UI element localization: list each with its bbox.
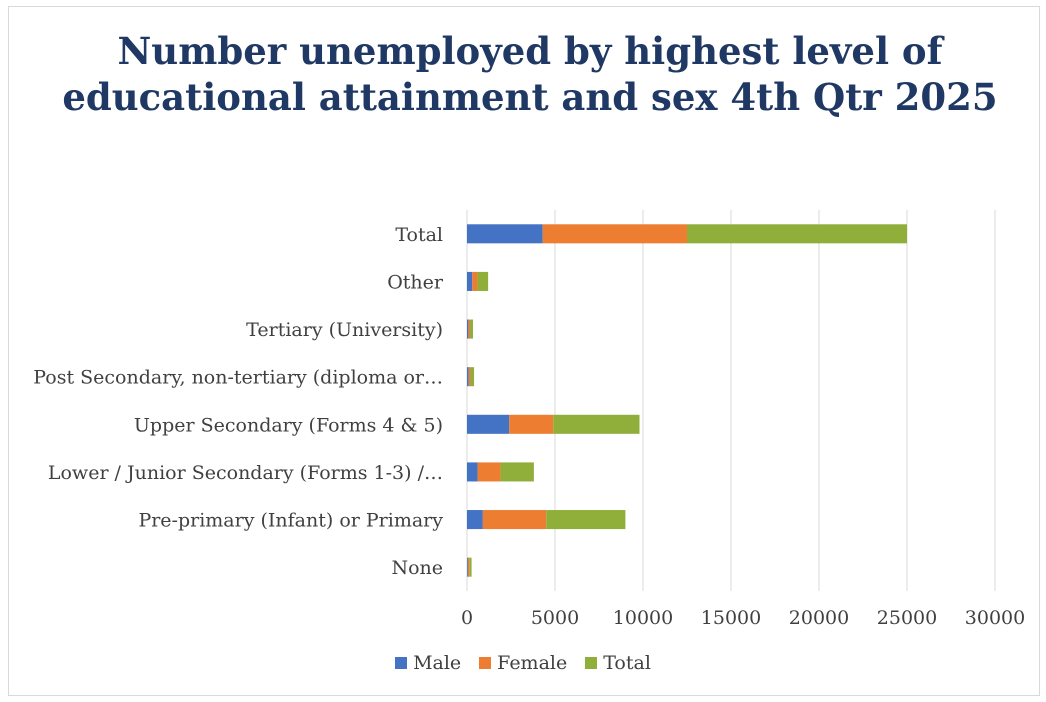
bar-total-5	[469, 319, 473, 339]
bar-total-6	[477, 271, 489, 291]
legend-swatch-male	[395, 657, 408, 669]
bar-male-2	[467, 462, 478, 482]
bar-male-7	[467, 224, 543, 244]
bar-female-0	[467, 557, 470, 577]
legend-label-male: Male	[413, 652, 462, 674]
bar-male-5	[467, 319, 469, 339]
bar-male-4	[467, 367, 469, 387]
x-tick-label-4: 20000	[789, 607, 849, 629]
bar-male-3	[467, 414, 510, 434]
bar-male-0	[467, 557, 468, 577]
category-label-6: Other	[387, 271, 444, 293]
category-label-1: Pre-primary (Infant) or Primary	[138, 510, 443, 532]
x-tick-label-3: 15000	[701, 607, 761, 629]
bar-total-2	[500, 462, 534, 482]
x-tick-label-0: 0	[461, 607, 473, 629]
category-label-5: Tertiary (University)	[246, 319, 443, 341]
bar-female-4	[468, 367, 471, 387]
bar-female-3	[509, 414, 554, 434]
legend-swatch-female	[479, 657, 492, 669]
legend-item-male: Male	[395, 652, 461, 674]
bar-total-0	[469, 557, 472, 577]
bar-total-3	[553, 414, 640, 434]
legend-label-total: Total	[603, 652, 651, 674]
bar-female-6	[472, 271, 478, 291]
x-tick-label-1: 5000	[531, 607, 579, 629]
chart-title: Number unemployed by highest level of ed…	[62, 29, 998, 119]
bar-total-7	[687, 224, 907, 244]
category-label-3: Upper Secondary (Forms 4 & 5)	[134, 414, 443, 436]
bar-female-5	[468, 319, 470, 339]
bar-male-1	[467, 510, 483, 530]
category-label-7: Total	[395, 224, 443, 246]
bar-total-4	[470, 367, 475, 387]
legend-item-female: Female	[479, 652, 567, 674]
bar-male-6	[467, 271, 473, 291]
x-tick-label-2: 10000	[613, 607, 673, 629]
x-tick-label-6: 30000	[965, 607, 1025, 629]
x-tick-label-5: 25000	[877, 607, 937, 629]
bar-female-2	[477, 462, 501, 482]
chart-frame	[8, 6, 1040, 696]
bar-total-1	[546, 510, 626, 530]
legend-label-female: Female	[497, 652, 568, 674]
chart-legend: Male Female Total	[0, 652, 1046, 674]
category-label-0: None	[391, 557, 443, 579]
legend-swatch-total	[585, 657, 598, 669]
legend-item-total: Total	[585, 652, 651, 674]
category-label-2: Lower / Junior Secondary (Forms 1-3) /…	[48, 462, 443, 484]
bar-female-1	[482, 510, 547, 530]
category-label-4: Post Secondary, non-tertiary (diploma or…	[33, 367, 443, 389]
bar-female-7	[542, 224, 687, 244]
